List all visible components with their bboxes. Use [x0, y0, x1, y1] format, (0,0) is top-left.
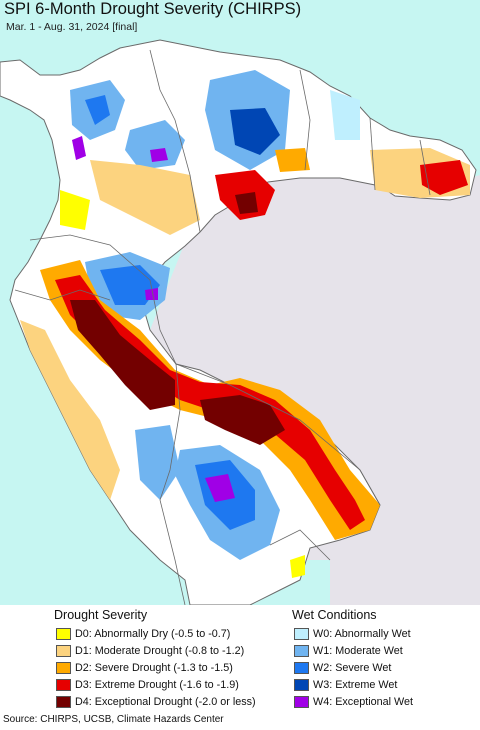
wet-w4-peru-north — [145, 288, 158, 300]
wet-w1-south — [135, 425, 180, 500]
legend-label: D3: Extreme Drought (-1.6 to -1.9) — [75, 679, 239, 691]
border-colombia-ecuador — [29, 234, 151, 281]
legend-swatch — [294, 679, 309, 691]
legend-label: W1: Moderate Wet — [313, 645, 403, 657]
wet-w2-nw — [85, 95, 110, 125]
legend-wet-title: Wet Conditions — [292, 608, 377, 622]
legend-label: D0: Abnormally Dry (-0.5 to -0.7) — [75, 628, 231, 640]
legend-swatch — [294, 662, 309, 674]
dry-d0-north — [60, 190, 90, 230]
wet-w4-nw — [72, 136, 86, 160]
legend-label: W2: Severe Wet — [313, 662, 392, 674]
legend-item-w1: W1: Moderate Wet — [294, 644, 403, 658]
legend-item-d0: D0: Abnormally Dry (-0.5 to -0.7) — [56, 627, 230, 641]
legend-swatch — [56, 628, 71, 640]
legend-item-d3: D3: Extreme Drought (-1.6 to -1.9) — [56, 678, 239, 692]
legend-label: W0: Abnormally Wet — [313, 628, 411, 640]
country-borders — [14, 49, 431, 605]
legend-label: D2: Severe Drought (-1.3 to -1.5) — [75, 662, 233, 674]
source-credit: Source: CHIRPS, UCSB, Climate Hazards Ce… — [3, 714, 224, 725]
legend-item-w4: W4: Exceptional Wet — [294, 695, 413, 709]
legend-swatch — [56, 662, 71, 674]
legend-label: W4: Exceptional Wet — [313, 696, 414, 708]
legend-label: D4: Exceptional Drought (-2.0 or less) — [75, 696, 256, 708]
outside-region — [150, 175, 480, 605]
dry-d4-peru — [70, 300, 175, 410]
border-chile — [159, 499, 186, 605]
map-subtitle: Mar. 1 - Aug. 31, 2024 [final] — [6, 21, 138, 33]
border-bolivia-paraguay — [269, 529, 331, 561]
wet-w1-center — [125, 120, 185, 170]
wet-w2-peru-north — [100, 265, 160, 305]
border-suriname-guiana — [419, 139, 431, 196]
legend-item-d2: D2: Severe Drought (-1.3 to -1.5) — [56, 661, 233, 675]
map-title: SPI 6-Month Drought Severity (CHIRPS) — [4, 0, 302, 18]
legend-swatch — [56, 696, 71, 708]
border-colombia-venezuela — [149, 49, 201, 233]
legend-item-w3: W3: Extreme Wet — [294, 678, 397, 692]
legend-label: W3: Extreme Wet — [313, 679, 398, 691]
legend-swatch — [56, 679, 71, 691]
wet-w4-center — [150, 148, 168, 162]
border-peru-brazil — [149, 279, 177, 365]
legend-item-d4: D4: Exceptional Drought (-2.0 or less) — [56, 695, 256, 709]
dry-d2-venezuela — [275, 148, 310, 172]
legend-swatch — [294, 645, 309, 657]
border-guyana-suriname — [369, 117, 376, 191]
legend-drought-title: Drought Severity — [54, 608, 148, 622]
border-bolivia-brazil — [175, 363, 381, 506]
border-peru-ecuador — [14, 289, 111, 301]
dry-d4-venezuela — [235, 192, 258, 214]
border-venezuela-guyana — [299, 69, 311, 171]
wet-w1-guiana — [330, 90, 360, 140]
wet-w3-venezuela — [230, 108, 280, 155]
dry-d3-guiana — [420, 160, 468, 195]
dry-d1-north — [90, 160, 200, 235]
drought-map — [0, 0, 480, 605]
legend-item-w2: W2: Severe Wet — [294, 661, 391, 675]
legend-label: D1: Moderate Drought (-0.8 to -1.2) — [75, 645, 245, 657]
wet-w4-bolivia — [205, 474, 235, 502]
dry-d4-bolivia — [200, 395, 285, 445]
legend-item-w0: W0: Abnormally Wet — [294, 627, 411, 641]
legend-swatch — [56, 645, 71, 657]
legend-swatch — [294, 628, 309, 640]
dry-d0-paraguay — [290, 555, 305, 578]
legend-item-d1: D1: Moderate Drought (-0.8 to -1.2) — [56, 644, 244, 658]
legend: Drought Severity Wet Conditions D0: Abno… — [0, 606, 480, 710]
dry-d1-coast — [20, 320, 120, 500]
legend-swatch — [294, 696, 309, 708]
border-peru-bolivia — [159, 363, 181, 501]
